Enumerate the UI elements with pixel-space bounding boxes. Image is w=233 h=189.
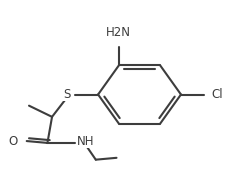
- Text: S: S: [63, 88, 70, 101]
- Text: NH: NH: [77, 136, 95, 149]
- Text: Cl: Cl: [211, 88, 223, 101]
- Text: H2N: H2N: [106, 26, 131, 39]
- Text: O: O: [8, 135, 17, 148]
